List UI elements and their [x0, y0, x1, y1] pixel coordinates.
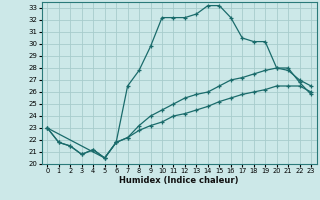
- X-axis label: Humidex (Indice chaleur): Humidex (Indice chaleur): [119, 176, 239, 185]
